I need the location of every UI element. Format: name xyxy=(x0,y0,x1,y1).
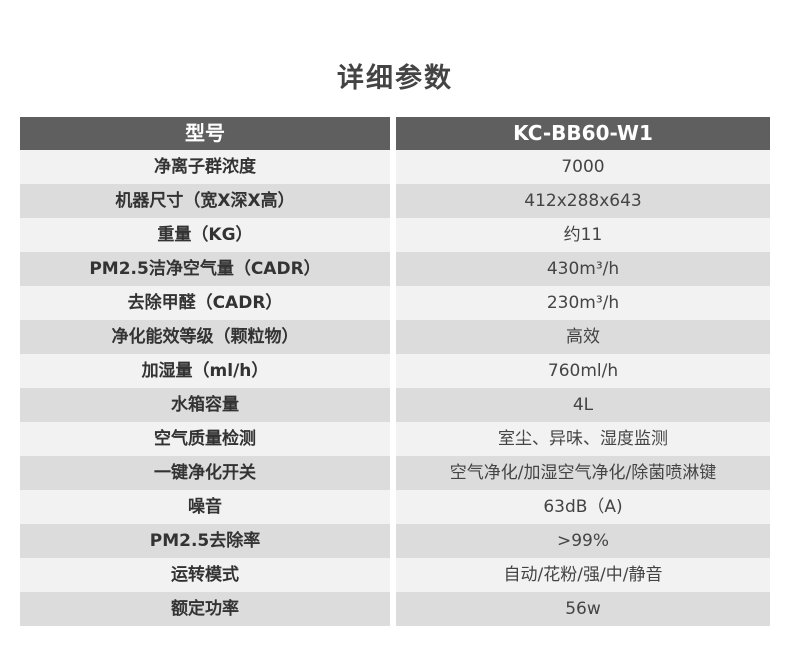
table-row: 空气质量检测 室尘、异味、湿度监测 xyxy=(20,422,770,456)
spec-value: >99% xyxy=(396,524,770,558)
header-value: KC-BB60-W1 xyxy=(396,117,770,150)
table-header: 型号 KC-BB60-W1 xyxy=(20,117,770,150)
table-row: 重量（KG） 约11 xyxy=(20,218,770,252)
spec-label: PM2.5去除率 xyxy=(20,524,390,558)
spec-label: 水箱容量 xyxy=(20,388,390,422)
spec-label: 一键净化开关 xyxy=(20,456,390,490)
spec-value: 56w xyxy=(396,592,770,626)
spec-label: 运转模式 xyxy=(20,558,390,592)
table-row: PM2.5洁净空气量（CADR） 430m³/h xyxy=(20,252,770,286)
table-row: 水箱容量 4L xyxy=(20,388,770,422)
spec-value: 63dB（A) xyxy=(396,490,770,524)
spec-label: 噪音 xyxy=(20,490,390,524)
spec-value: 自动/花粉/强/中/静音 xyxy=(396,558,770,592)
header-label: 型号 xyxy=(20,117,390,150)
table-row: 净化能效等级（颗粒物） 高效 xyxy=(20,320,770,354)
spec-value: 高效 xyxy=(396,320,770,354)
spec-label: 净离子群浓度 xyxy=(20,150,390,184)
table-row: PM2.5去除率 >99% xyxy=(20,524,770,558)
table-row: 加湿量（ml/h） 760ml/h xyxy=(20,354,770,388)
spec-label: PM2.5洁净空气量（CADR） xyxy=(20,252,390,286)
page-title: 详细参数 xyxy=(337,63,453,94)
spec-value: 约11 xyxy=(396,218,770,252)
spec-value: 230m³/h xyxy=(396,286,770,320)
table-row: 机器尺寸（宽X深X高） 412x288x643 xyxy=(20,184,770,218)
spec-value: 412x288x643 xyxy=(396,184,770,218)
spec-label: 去除甲醛（CADR） xyxy=(20,286,390,320)
spec-label: 重量（KG） xyxy=(20,218,390,252)
spec-label: 空气质量检测 xyxy=(20,422,390,456)
table-row: 一键净化开关 空气净化/加湿空气净化/除菌喷淋键 xyxy=(20,456,770,490)
spec-table: 型号 KC-BB60-W1 净离子群浓度 7000 机器尺寸（宽X深X高） 412x2… xyxy=(20,117,770,626)
table-row: 额定功率 56w xyxy=(20,592,770,626)
table-row: 运转模式 自动/花粉/强/中/静音 xyxy=(20,558,770,592)
spec-value: 4L xyxy=(396,388,770,422)
spec-label: 额定功率 xyxy=(20,592,390,626)
spec-value: 430m³/h xyxy=(396,252,770,286)
spec-value: 7000 xyxy=(396,150,770,184)
table-row: 去除甲醛（CADR） 230m³/h xyxy=(20,286,770,320)
spec-value: 空气净化/加湿空气净化/除菌喷淋键 xyxy=(396,456,770,490)
spec-value: 室尘、异味、湿度监测 xyxy=(396,422,770,456)
table-row: 净离子群浓度 7000 xyxy=(20,150,770,184)
spec-label: 加湿量（ml/h） xyxy=(20,354,390,388)
table-row: 噪音 63dB（A) xyxy=(20,490,770,524)
spec-label: 机器尺寸（宽X深X高） xyxy=(20,184,390,218)
spec-label: 净化能效等级（颗粒物） xyxy=(20,320,390,354)
spec-value: 760ml/h xyxy=(396,354,770,388)
